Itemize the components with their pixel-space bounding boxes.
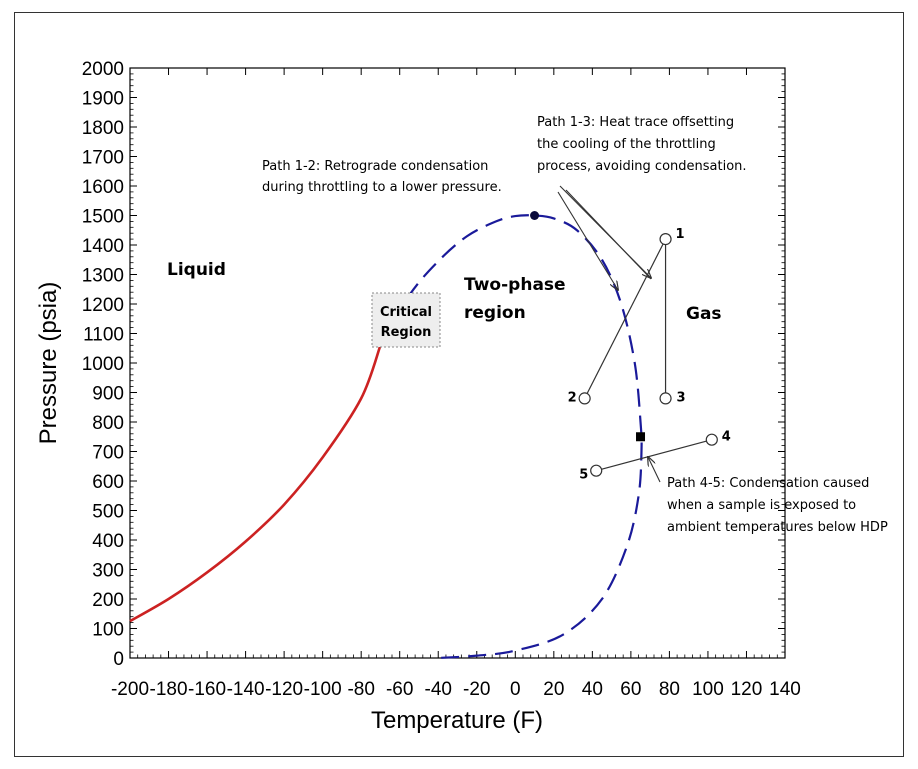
- y-tick-label: 800: [92, 413, 124, 434]
- y-tick-label: 1300: [82, 266, 124, 287]
- y-tick-label: 1900: [82, 89, 124, 110]
- state-point-label: 1: [676, 227, 685, 242]
- x-tick-label: -180: [150, 679, 188, 700]
- y-tick-label: 1100: [83, 325, 124, 346]
- phase-envelope-line: [379, 214, 643, 660]
- x-tick-label: 100: [692, 679, 724, 700]
- state-point-label: 5: [579, 468, 588, 483]
- y-tick-label: 700: [92, 443, 124, 464]
- x-tick-label: 80: [659, 679, 680, 700]
- x-tick-label: -40: [425, 679, 452, 700]
- y-tick-label: 1700: [82, 148, 124, 169]
- x-tick-label: 140: [769, 679, 801, 700]
- annotation-path45-line1: Path 4-5: Condensation caused: [667, 476, 869, 491]
- state-point-label: 4: [722, 430, 731, 445]
- y-tick-label: 900: [92, 384, 124, 405]
- y-tick-label: 400: [92, 531, 124, 552]
- region-two-phase-line1: Two-phase: [464, 275, 566, 295]
- y-tick-label: 0: [113, 649, 124, 670]
- annotation-path13-line1: Path 1-3: Heat trace offsetting: [537, 115, 734, 130]
- y-tick-label: 100: [92, 620, 124, 641]
- annotation-path12-line1: Path 1-2: Retrograde condensation: [262, 159, 488, 174]
- liquid-curve-line: [129, 344, 382, 623]
- state-point-1: [659, 233, 672, 246]
- annotation-path12-line2: during throttling to a lower pressure.: [262, 180, 502, 195]
- callout-arrow-to-path12: [565, 189, 652, 280]
- cricondenbar-marker: [530, 211, 540, 220]
- region-liquid: Liquid: [167, 260, 226, 280]
- y-tick-label: 2000: [82, 59, 124, 80]
- annotation-path45-line3: ambient temperatures below HDP: [667, 520, 888, 535]
- figure-frame: [14, 12, 904, 757]
- state-point-4: [705, 433, 718, 446]
- x-axis-label: Temperature (F): [371, 707, 543, 734]
- x-tick-label: 0: [510, 679, 521, 700]
- annotation-path45-line2: when a sample is exposed to: [667, 498, 856, 513]
- x-tick-label: -140: [227, 679, 265, 700]
- y-tick-label: 600: [92, 472, 124, 493]
- x-tick-label: -60: [386, 679, 413, 700]
- x-tick-label: -20: [463, 679, 490, 700]
- points-layer: 1 2 3 4 5: [568, 227, 731, 483]
- x-tick-label: 60: [620, 679, 641, 700]
- ticks-layer: -200 -180 -160 -140 -120 -100 -80 -60 -40 -20 0 20 4…: [82, 59, 801, 700]
- state-point-5: [590, 464, 603, 477]
- path-line-4-5: [596, 439, 712, 472]
- critical-region-label-line2: Region: [381, 325, 432, 340]
- y-tick-label: 200: [92, 590, 124, 611]
- x-tick-label: 120: [731, 679, 763, 700]
- region-gas: Gas: [686, 304, 722, 324]
- dew-point-marker: [636, 432, 646, 442]
- x-tick-label: 40: [582, 679, 603, 700]
- state-point-3: [659, 392, 672, 405]
- y-tick-label: 1200: [82, 295, 124, 316]
- path-line-1-2: [584, 238, 667, 399]
- region-two-phase-line2: region: [464, 303, 526, 323]
- y-tick-label: 1800: [82, 118, 124, 139]
- annotation-path13-line2: the cooling of the throttling: [537, 137, 716, 152]
- y-tick-label: 500: [92, 502, 124, 523]
- annotation-path13-line3: process, avoiding condensation.: [537, 159, 747, 174]
- callout-arrow-to-curve: [557, 191, 618, 290]
- x-tick-label: -80: [347, 679, 374, 700]
- x-tick-label: 20: [543, 679, 564, 700]
- state-point-label: 3: [677, 390, 686, 405]
- critical-region-label-line1: Critical: [380, 305, 432, 320]
- x-tick-label: -100: [304, 679, 342, 700]
- x-tick-label: -160: [188, 679, 226, 700]
- paths-layer: [584, 238, 712, 472]
- callout-arrow-path45: [648, 457, 661, 483]
- y-tick-label: 1500: [82, 207, 124, 228]
- state-point-label: 2: [568, 390, 577, 405]
- y-tick-label: 300: [92, 561, 124, 582]
- state-point-2: [578, 392, 591, 405]
- y-tick-label: 1600: [82, 177, 124, 198]
- series-layer: [129, 211, 646, 660]
- y-axis-label: Pressure (psia): [35, 282, 62, 445]
- critical-region-box: [371, 292, 441, 348]
- x-tick-label: -200: [111, 679, 149, 700]
- y-tick-label: 1000: [82, 354, 124, 375]
- y-tick-label: 1400: [82, 236, 124, 257]
- x-tick-label: -120: [265, 679, 303, 700]
- plot-area: [129, 67, 786, 659]
